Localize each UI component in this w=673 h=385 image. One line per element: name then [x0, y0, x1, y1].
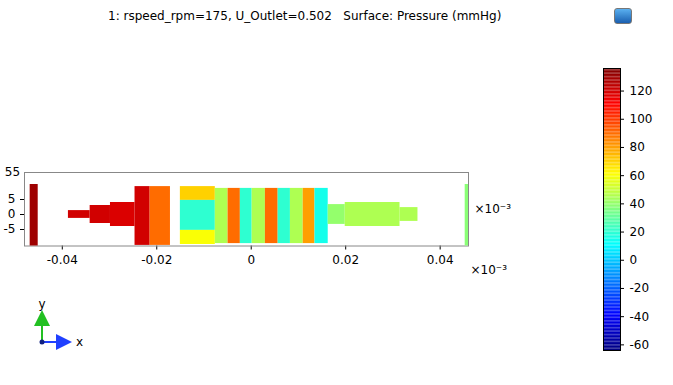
svg-text:60: 60	[630, 169, 645, 183]
svg-text:-60: -60	[630, 338, 650, 352]
svg-text:-0.02: -0.02	[141, 253, 172, 267]
svg-text:55: 55	[5, 165, 20, 179]
svg-text:0: 0	[247, 253, 255, 267]
svg-text:y: y	[38, 297, 45, 311]
svg-text:-20: -20	[630, 281, 650, 295]
svg-text:20: 20	[630, 225, 645, 239]
svg-text:-0.04: -0.04	[47, 253, 78, 267]
svg-text:x: x	[76, 335, 83, 349]
svg-text:0.02: 0.02	[332, 253, 359, 267]
svg-text:120: 120	[630, 84, 653, 98]
html-text:1: rspeed_rpm=175, U_Outlet=0.: 1: rspeed_rpm=175, U_Outlet=0.502 Surfac…	[108, 9, 502, 23]
svg-text:×10⁻³: ×10⁻³	[475, 202, 512, 216]
svg-text:40: 40	[630, 197, 645, 211]
svg-text:0: 0	[630, 253, 638, 267]
svg-text:-40: -40	[630, 310, 650, 324]
svg-text:-5: -5	[4, 222, 16, 236]
svg-text:5: 5	[8, 192, 16, 206]
svg-text:×10⁻³: ×10⁻³	[471, 263, 508, 277]
svg-text:100: 100	[630, 112, 653, 126]
svg-text:0.04: 0.04	[427, 253, 454, 267]
svg-text:80: 80	[630, 140, 645, 154]
svg-text:0: 0	[8, 207, 16, 221]
